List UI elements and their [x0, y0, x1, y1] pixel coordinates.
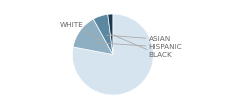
Wedge shape [108, 14, 113, 55]
Wedge shape [72, 14, 153, 95]
Wedge shape [93, 14, 113, 55]
Text: WHITE: WHITE [60, 22, 100, 40]
Wedge shape [73, 19, 113, 55]
Text: ASIAN: ASIAN [107, 35, 171, 42]
Text: HISPANIC: HISPANIC [96, 43, 182, 50]
Text: BLACK: BLACK [112, 34, 172, 58]
